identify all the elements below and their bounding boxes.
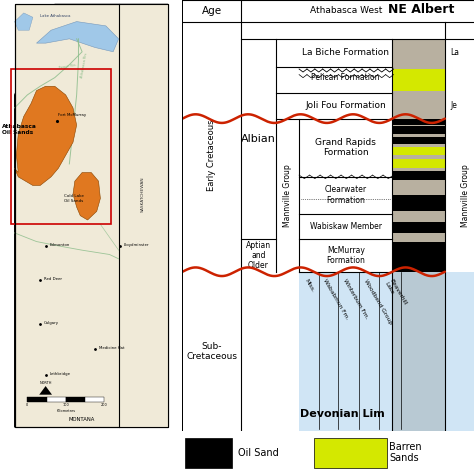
Bar	[392, 69, 445, 91]
Text: Sub-
Cretaceous: Sub- Cretaceous	[186, 342, 237, 361]
Text: 200: 200	[100, 403, 108, 407]
Bar	[299, 272, 474, 431]
Bar	[314, 438, 386, 467]
Text: Peace Riv.: Peace Riv.	[58, 63, 77, 70]
Bar	[185, 438, 232, 467]
Text: Lloydminster: Lloydminster	[124, 243, 150, 247]
Text: Grand Rapids
Formation: Grand Rapids Formation	[315, 138, 376, 157]
Polygon shape	[15, 4, 168, 427]
Text: La: La	[451, 48, 460, 57]
Text: Red Deer: Red Deer	[44, 277, 62, 282]
Bar	[46, 397, 66, 402]
Bar	[392, 195, 445, 211]
Text: 0: 0	[26, 403, 28, 407]
Text: Age: Age	[201, 6, 222, 16]
Text: Wababmun Fm.: Wababmun Fm.	[322, 278, 349, 320]
Polygon shape	[15, 4, 168, 427]
Text: Calgary: Calgary	[44, 320, 59, 325]
Text: Edmonton: Edmonton	[49, 243, 70, 247]
Bar	[392, 137, 445, 145]
Text: Athabasca
Oil Sands: Athabasca Oil Sands	[2, 124, 36, 135]
Text: Athabasca Riv.: Athabasca Riv.	[80, 52, 89, 79]
Bar	[392, 118, 445, 125]
Bar	[66, 397, 85, 402]
Bar	[392, 234, 445, 237]
Text: Mannville Group: Mannville Group	[283, 164, 292, 227]
Text: Oil Sand: Oil Sand	[238, 447, 279, 458]
Polygon shape	[118, 4, 168, 427]
Text: NE Albert: NE Albert	[388, 3, 455, 16]
Text: Cold Lake
Oil Sands: Cold Lake Oil Sands	[64, 194, 84, 203]
Bar	[11, 69, 111, 224]
Text: La Biche Formation: La Biche Formation	[302, 48, 389, 57]
Text: Kilometres: Kilometres	[56, 410, 75, 413]
Bar	[392, 146, 445, 155]
Text: McMurray
Formation: McMurray Formation	[326, 246, 365, 265]
Text: Albian: Albian	[241, 134, 276, 144]
Text: Barren
Sands: Barren Sands	[390, 442, 422, 464]
Text: NORTH: NORTH	[39, 381, 52, 385]
Polygon shape	[15, 13, 33, 30]
Bar	[392, 159, 445, 168]
Text: Devonian Lim: Devonian Lim	[301, 409, 385, 419]
Text: Mannville Group: Mannville Group	[461, 164, 470, 227]
Text: Joli Fou Formation: Joli Fou Formation	[305, 101, 386, 110]
Text: MONTANA: MONTANA	[69, 417, 95, 421]
Text: Woodbend Group: Woodbend Group	[363, 278, 392, 325]
Text: Wabiskaw Member: Wabiskaw Member	[310, 222, 382, 231]
Text: Aptian
and
Older: Aptian and Older	[246, 241, 271, 271]
Bar	[392, 126, 445, 134]
Text: Early Cretaceous: Early Cretaceous	[207, 119, 216, 191]
Text: Lake Athabasca: Lake Athabasca	[40, 14, 71, 18]
Bar	[392, 222, 445, 233]
Text: SASKATCHEWAN: SASKATCHEWAN	[140, 176, 145, 212]
Polygon shape	[15, 86, 77, 185]
Text: Beaverhill
Lake: Beaverhill Lake	[383, 278, 408, 309]
Text: Pelican Formation: Pelican Formation	[311, 73, 380, 82]
Bar	[85, 397, 104, 402]
Text: 100: 100	[62, 403, 69, 407]
Text: Lethbridge: Lethbridge	[49, 372, 70, 376]
Bar	[15, 4, 168, 427]
Text: Je: Je	[451, 101, 457, 110]
Polygon shape	[39, 386, 52, 395]
Bar	[392, 39, 445, 431]
Text: Miss.: Miss.	[303, 278, 315, 293]
Polygon shape	[73, 173, 100, 220]
Text: Fort McMurray: Fort McMurray	[58, 113, 87, 118]
Text: Clearwater
Formation: Clearwater Formation	[325, 185, 367, 205]
Polygon shape	[36, 22, 118, 52]
Bar	[392, 171, 445, 180]
Text: Winterburn Fm.: Winterburn Fm.	[342, 278, 369, 320]
Text: Athabasca West: Athabasca West	[310, 6, 382, 15]
Bar	[27, 397, 46, 402]
Bar	[392, 242, 445, 272]
Text: Medicine Hat: Medicine Hat	[99, 346, 124, 350]
